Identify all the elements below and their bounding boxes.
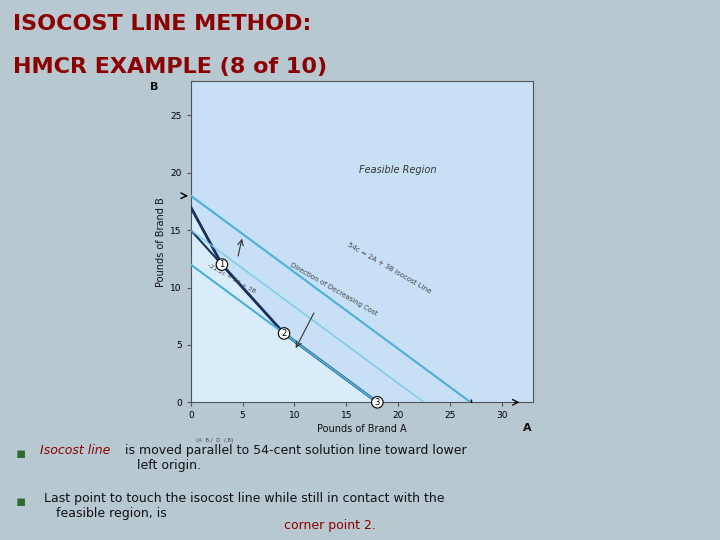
- Text: 1: 1: [220, 260, 225, 269]
- Text: ▪: ▪: [16, 446, 26, 461]
- Polygon shape: [222, 81, 533, 402]
- Text: 2: 2: [282, 329, 287, 338]
- Text: HMCR EXAMPLE (8 of 10): HMCR EXAMPLE (8 of 10): [13, 57, 327, 77]
- Text: -21.2c = 2A + 3B: -21.2c = 2A + 3B: [207, 262, 256, 294]
- Text: Direction of Decreasing Cost: Direction of Decreasing Cost: [289, 262, 379, 317]
- Text: is moved parallel to 54-cent solution line toward lower
    left origin.: is moved parallel to 54-cent solution li…: [121, 444, 467, 472]
- Text: A: A: [523, 422, 532, 433]
- Text: Last point to touch the isocost line while still in contact with the
    feasibl: Last point to touch the isocost line whi…: [40, 492, 444, 521]
- Text: Isocost line: Isocost line: [40, 444, 110, 457]
- Y-axis label: Pounds of Brand B: Pounds of Brand B: [156, 197, 166, 287]
- Text: 3: 3: [374, 398, 380, 407]
- Text: ▪: ▪: [16, 494, 26, 509]
- Polygon shape: [191, 81, 222, 265]
- Text: ISOCOST LINE METHOD:: ISOCOST LINE METHOD:: [13, 14, 311, 33]
- Text: (A  B,/  D  /,B): (A B,/ D /,B): [196, 438, 233, 443]
- Text: B: B: [150, 82, 158, 92]
- Text: 54c = 2A + 3B Isocost Line: 54c = 2A + 3B Isocost Line: [346, 241, 432, 294]
- Text: Feasible Region: Feasible Region: [359, 165, 437, 175]
- X-axis label: Pounds of Brand A: Pounds of Brand A: [317, 424, 407, 435]
- Text: corner point 2.: corner point 2.: [284, 519, 377, 532]
